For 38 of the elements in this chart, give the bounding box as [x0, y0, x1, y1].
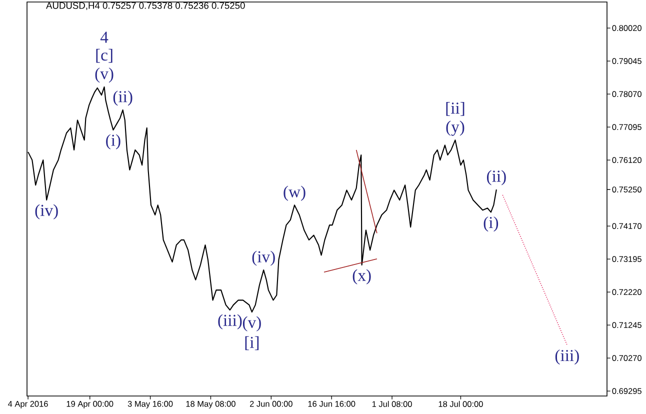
x-tick-label: 19 Apr 00:00 [66, 400, 114, 408]
y-tick-label: 0.71245 [612, 322, 642, 328]
annotation: [c] [96, 48, 112, 63]
annotation: (ii) [486, 170, 506, 186]
annotation: [i] [245, 336, 259, 350]
annotation: (x) [352, 269, 371, 284]
x-tick-label: 18 May 08:00 [186, 400, 236, 408]
annotation: (iii) [218, 314, 242, 330]
annotation: (iii) [555, 349, 579, 365]
annotation: (i) [484, 216, 498, 232]
y-tick-label: 0.73195 [612, 256, 642, 262]
y-tick-label: 0.80020 [612, 25, 642, 31]
annotation: (ii) [113, 90, 132, 106]
annotation: (v) [95, 68, 114, 83]
annotation: [ii] [446, 102, 464, 116]
annotation: 4 [100, 32, 108, 43]
y-tick-label: 0.74170 [612, 223, 642, 229]
x-tick-label: 2 Jun 00:00 [250, 400, 292, 407]
y-tick-label: 0.78070 [612, 91, 642, 97]
annotation: (v) [242, 316, 261, 332]
annotation: (iv) [252, 250, 275, 266]
x-tick-label: 4 Apr 2016 [8, 400, 48, 408]
annotation: (y) [446, 120, 464, 136]
y-tick-label: 0.79045 [612, 58, 642, 64]
annotation: (iv) [35, 204, 58, 220]
annotation: (w) [284, 186, 306, 201]
x-tick-label: 18 Jul 00:00 [438, 400, 483, 407]
x-tick-label: 1 Jul 08:00 [372, 400, 412, 407]
chart-title: AUDUSD,H4 0.75257 0.75378 0.75236 0.75250 [46, 2, 245, 10]
x-tick-label: 3 May 16:00 [128, 400, 173, 408]
annotation: (i) [106, 134, 120, 150]
y-tick-label: 0.72220 [612, 289, 642, 295]
x-tick-label: 16 Jun 16:00 [308, 400, 356, 407]
y-tick-label: 0.77095 [612, 124, 642, 130]
y-tick-label: 0.75250 [612, 186, 642, 192]
y-tick-label: 0.76120 [612, 157, 642, 163]
y-tick-label: 0.69295 [612, 388, 642, 394]
y-tick-label: 0.70270 [612, 355, 642, 362]
